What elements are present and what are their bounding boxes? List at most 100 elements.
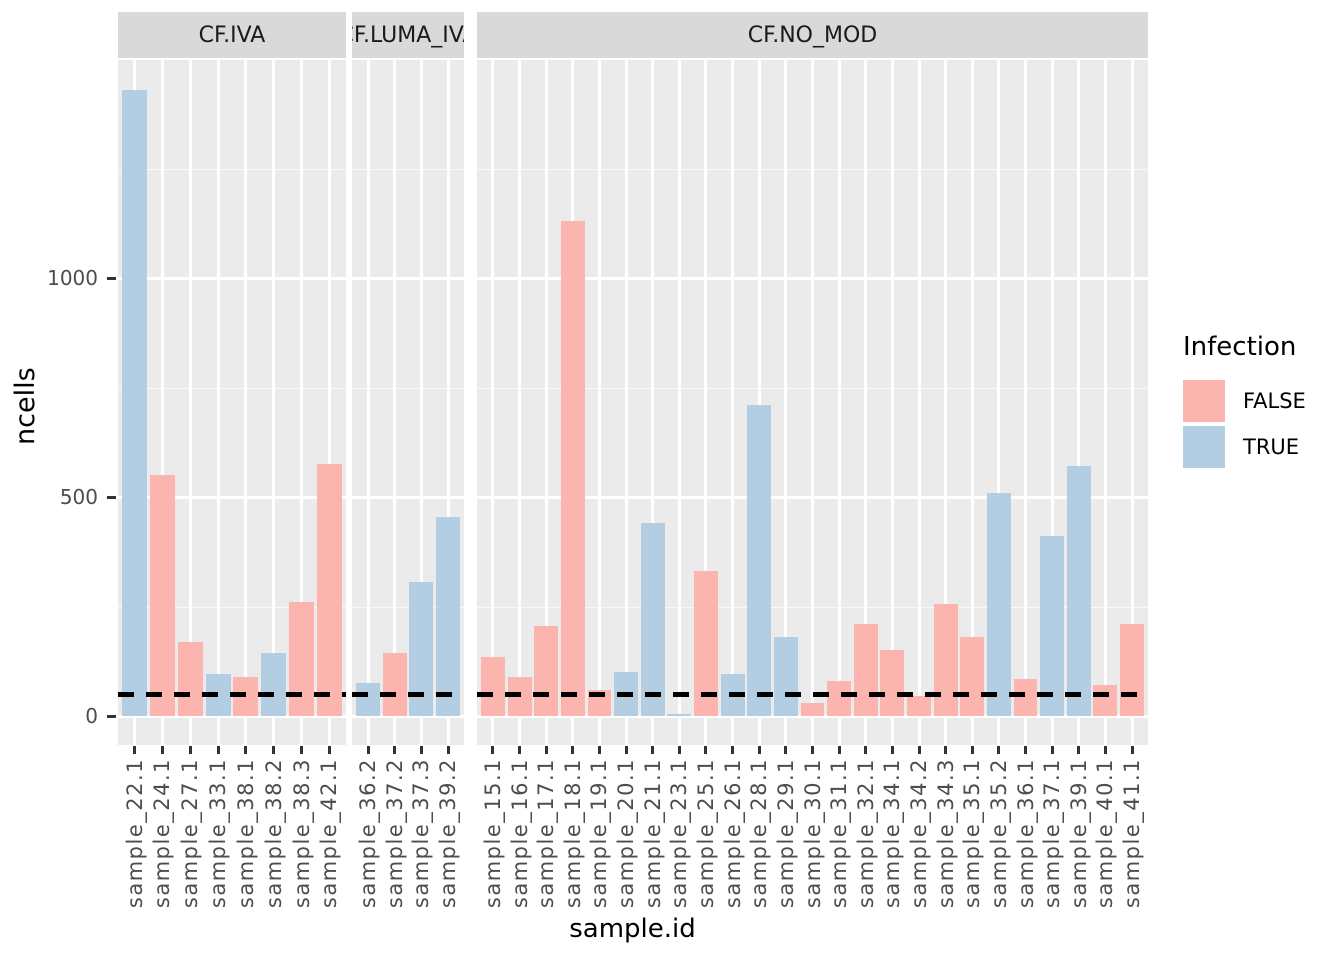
category-gridline (837, 60, 841, 745)
facet-panel (477, 60, 1148, 745)
x-axis-tick-label: sample_39.2 (436, 758, 460, 909)
dashed-reference-line (118, 692, 346, 698)
y-axis-tick-mark (107, 496, 116, 499)
x-axis-tick-mark (272, 746, 276, 754)
x-axis-tick-mark (446, 746, 450, 754)
major-gridline (352, 715, 464, 718)
x-axis-tick-label: sample_35.1 (960, 758, 985, 909)
x-axis-tick-mark (1130, 746, 1134, 754)
x-axis-tick-label: sample_16.1 (507, 758, 532, 909)
minor-gridline (118, 168, 346, 170)
x-axis-tick-mark (327, 746, 331, 754)
major-gridline (118, 715, 346, 718)
bar-sample_34.2 (907, 696, 931, 716)
bar-sample_24.1 (149, 475, 175, 716)
major-gridline (118, 277, 346, 280)
bar-sample_30.1 (800, 702, 825, 716)
y-axis-tick-label: 500 (59, 485, 98, 509)
category-gridline (366, 60, 370, 745)
x-axis-tick-label: sample_37.2 (382, 758, 407, 909)
x-axis-tick-mark (216, 746, 220, 754)
major-gridline (352, 496, 464, 499)
x-axis-tick-label: sample_37.3 (409, 758, 434, 909)
bar-sample_28.1 (747, 405, 772, 716)
x-axis-tick-label: sample_15.1 (480, 758, 505, 909)
y-axis-tick-label: 0 (85, 704, 98, 728)
bar-sample_29.1 (773, 637, 798, 716)
x-axis-tick-mark (864, 746, 868, 754)
bar-sample_37.2 (382, 652, 407, 716)
x-axis-tick-mark (997, 746, 1001, 754)
x-axis-tick-mark (518, 746, 522, 754)
bar-sample_15.1 (480, 656, 505, 716)
category-gridline (160, 60, 164, 745)
x-axis-tick-mark (890, 746, 894, 754)
legend-title: Infection (1183, 332, 1297, 362)
x-axis-title: sample.id (569, 914, 696, 944)
category-gridline (757, 60, 761, 745)
category-gridline (624, 60, 628, 745)
x-axis-tick-label: sample_39.1 (1066, 758, 1091, 909)
bar-sample_22.1 (122, 89, 148, 716)
x-axis-tick-mark (677, 746, 681, 754)
x-axis-tick-mark (704, 746, 708, 754)
facet-strip: CF.NO_MOD (477, 12, 1148, 58)
y-axis-tick-label: 1000 (47, 266, 98, 290)
bar-sample_42.1 (316, 464, 342, 716)
x-axis-tick-label: sample_30.1 (800, 758, 825, 909)
x-axis-tick-label: sample_22.1 (122, 758, 147, 909)
x-axis-tick-mark (624, 746, 628, 754)
category-gridline (419, 60, 423, 745)
x-axis-tick-label: sample_20.1 (614, 758, 639, 909)
x-axis-tick-mark (944, 746, 948, 754)
minor-gridline (352, 387, 464, 389)
x-axis-tick-label: sample_37.1 (1040, 758, 1065, 909)
bar-sample_38.2 (261, 652, 287, 716)
category-gridline (446, 60, 450, 745)
facet-panel (352, 60, 464, 745)
legend: Infection FALSE TRUE (1183, 332, 1338, 470)
category-gridline (216, 60, 220, 745)
x-axis-tick-mark (244, 746, 248, 754)
legend-swatch-true (1183, 426, 1225, 468)
minor-gridline (118, 387, 346, 389)
x-axis-tick-label: sample_34.1 (880, 758, 905, 909)
legend-item-false: FALSE (1183, 378, 1338, 424)
bar-sample_41.1 (1120, 624, 1144, 716)
x-axis-tick-label: sample_41.1 (1120, 758, 1145, 909)
x-axis-tick-label: sample_21.1 (640, 758, 665, 909)
x-axis-tick-label: sample_25.1 (693, 758, 718, 909)
x-axis-tick-mark (544, 746, 548, 754)
x-axis-tick-mark (300, 746, 303, 754)
category-gridline (997, 60, 1001, 745)
category-gridline (1103, 60, 1107, 745)
bar-sample_40.1 (1093, 685, 1118, 716)
x-axis-tick-mark (366, 746, 370, 754)
category-gridline (491, 60, 495, 745)
x-axis-tick-label: sample_17.1 (534, 758, 559, 909)
category-gridline (518, 60, 522, 745)
x-axis-tick-mark (597, 746, 601, 754)
x-axis-tick-mark (393, 746, 397, 754)
x-axis-tick-label: sample_36.1 (1013, 758, 1038, 909)
x-axis-tick-mark (784, 746, 788, 754)
category-gridline (784, 60, 788, 745)
category-gridline (811, 60, 814, 745)
x-axis-tick-label: sample_35.2 (986, 758, 1011, 909)
legend-label-false: FALSE (1243, 389, 1306, 413)
x-axis-tick-mark (1103, 746, 1107, 754)
facet-strip: CF.LUMA_IVA (352, 12, 464, 58)
bar-sample_23.1 (667, 713, 692, 716)
legend-swatch-false (1183, 380, 1225, 422)
x-axis-tick-mark (1050, 746, 1054, 754)
legend-item-true: TRUE (1183, 424, 1338, 470)
category-gridline (327, 60, 331, 745)
bar-sample_31.1 (827, 680, 852, 716)
dashed-reference-line (477, 692, 1148, 698)
x-axis-tick-label: sample_24.1 (150, 758, 175, 909)
facet-panel (118, 60, 346, 745)
x-axis-tick-label: sample_38.2 (261, 758, 286, 909)
x-axis-tick-label: sample_18.1 (560, 758, 585, 909)
x-axis-tick-mark (1077, 746, 1081, 754)
x-axis-tick-label: sample_36.2 (356, 758, 380, 909)
